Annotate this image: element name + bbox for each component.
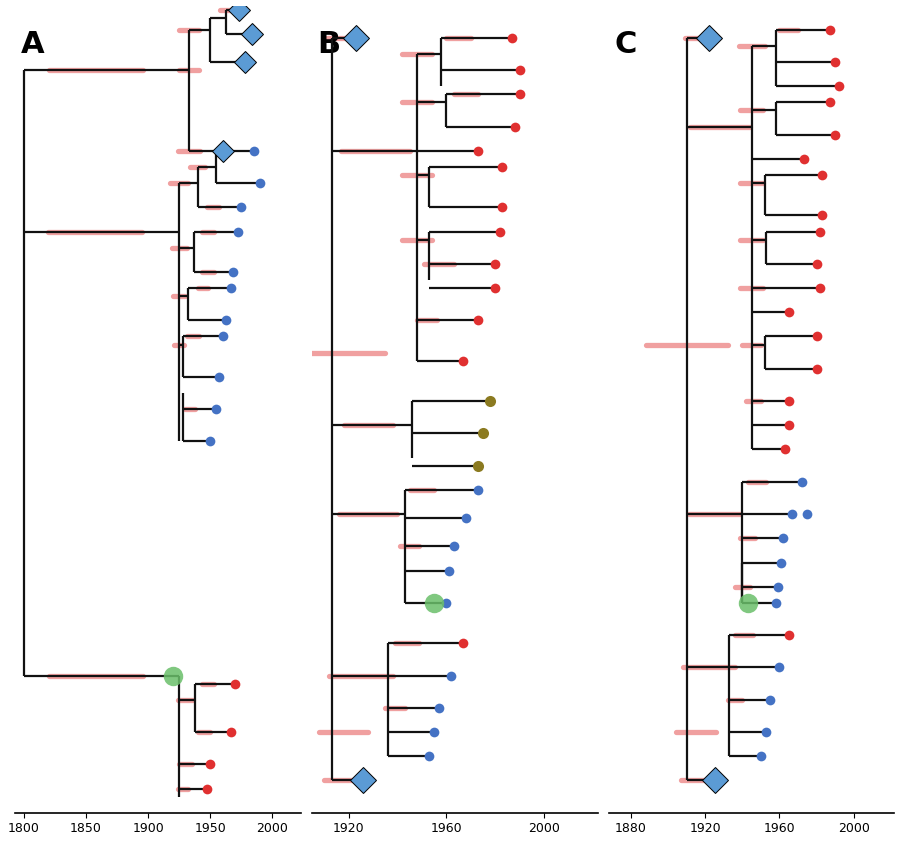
- Text: C: C: [615, 29, 637, 59]
- Text: A: A: [21, 29, 45, 59]
- Text: B: B: [318, 29, 341, 59]
